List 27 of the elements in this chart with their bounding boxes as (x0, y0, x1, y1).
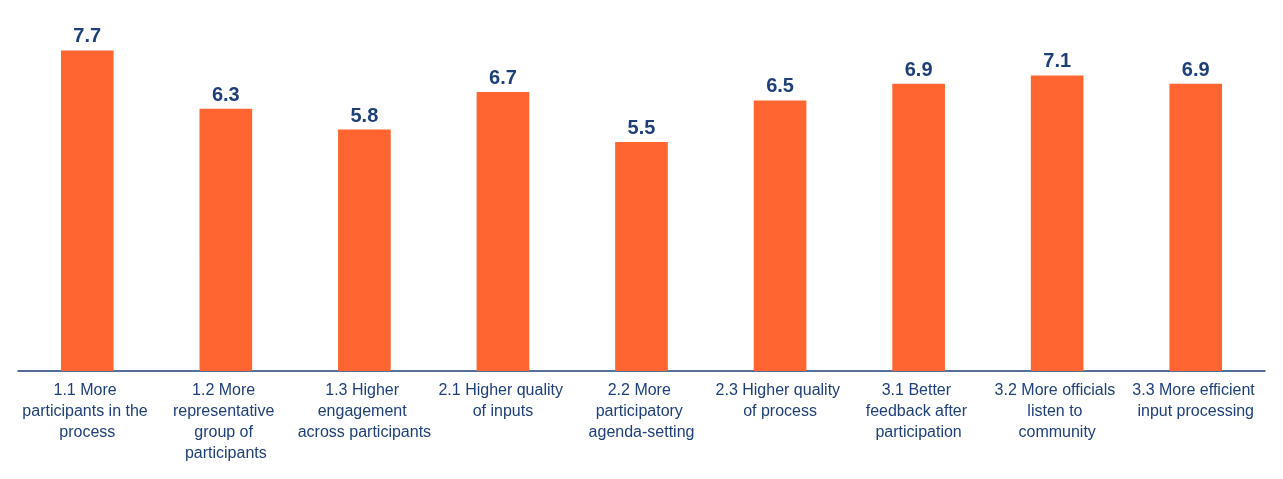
x-tick-label: 3.1 Better feedback after participation (865, 381, 972, 440)
x-tick-label: 2.2 More participatory agenda-setting (588, 381, 695, 440)
x-tick-label: 1.3 Higher engagement across participants (297, 381, 432, 440)
bar (476, 92, 530, 371)
bar (892, 83, 945, 371)
bar (1169, 83, 1223, 371)
x-tick-label: 2.3 Higher quality of process (715, 381, 845, 419)
data-label: 6.9 (904, 57, 933, 80)
bar (338, 129, 391, 371)
data-label: 7.7 (73, 24, 102, 47)
data-label: 6.5 (766, 74, 794, 97)
x-tick-label: 1.2 More representative group of participants (172, 381, 279, 461)
bar (60, 50, 114, 371)
bar (615, 142, 668, 371)
data-label: 6.9 (1181, 57, 1210, 80)
data-label: 6.3 (211, 82, 240, 105)
x-tick-label: 1.1 More participants in the process (22, 381, 153, 440)
bar (753, 100, 807, 371)
data-label: 5.5 (627, 116, 656, 139)
data-label: 7.1 (1043, 49, 1072, 72)
data-label: 5.8 (350, 103, 379, 126)
bar (199, 108, 253, 371)
data-label: 6.7 (489, 66, 517, 89)
bar (1030, 75, 1084, 371)
x-tick-label: 3.2 More officials listen to community (994, 381, 1120, 440)
x-tick-label: 3.3 More efficient input processing (1132, 381, 1260, 419)
x-tick-label: 2.1 Higher quality of inputs (438, 381, 568, 419)
